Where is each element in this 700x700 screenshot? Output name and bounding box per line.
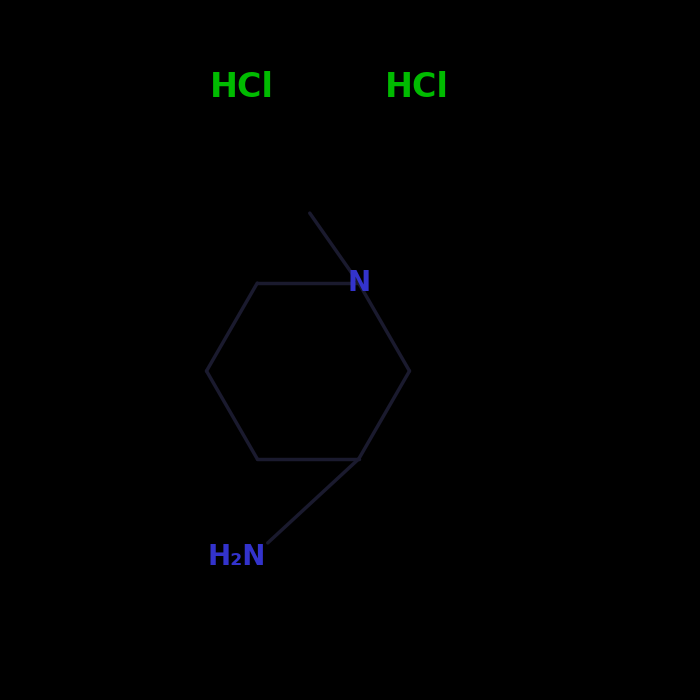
Text: N: N <box>347 269 370 297</box>
Text: H₂N: H₂N <box>207 543 265 571</box>
Text: HCl: HCl <box>209 71 274 104</box>
Text: HCl: HCl <box>384 71 449 104</box>
